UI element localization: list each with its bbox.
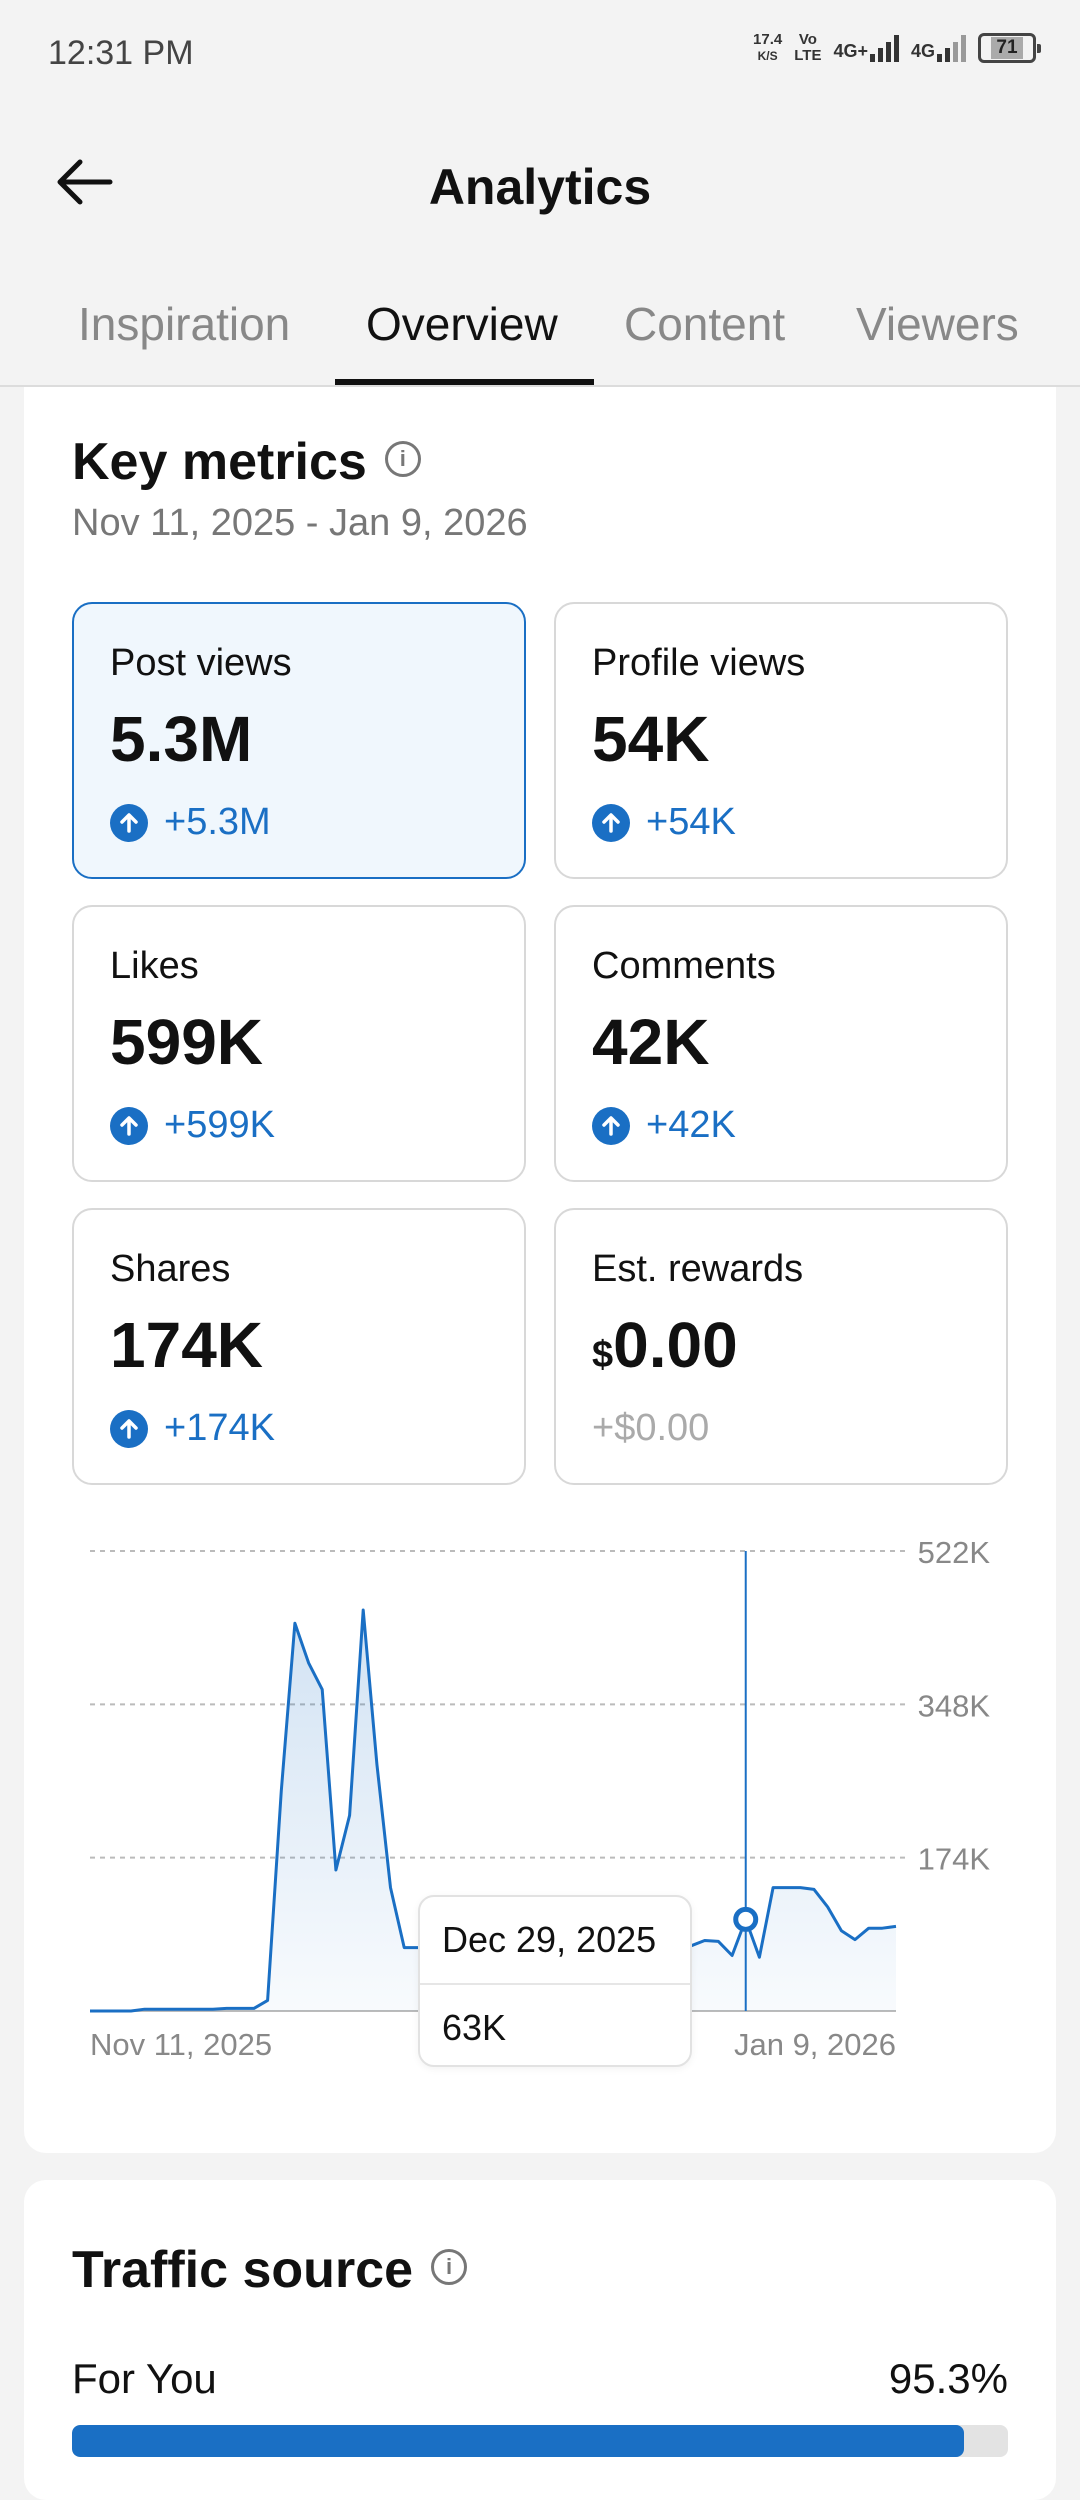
key-metrics-heading: Key metrics i	[72, 432, 421, 492]
volte-indicator: Vo LTE	[794, 31, 822, 64]
traffic-source-card: Traffic source i For You 95.3%	[24, 2180, 1056, 2500]
metric-delta: +174K	[110, 1407, 275, 1450]
metric-delta: +42K	[592, 1104, 736, 1147]
metric-likes[interactable]: Likes 599K +599K	[72, 905, 526, 1182]
tooltip-date: Dec 29, 2025	[442, 1919, 657, 1960]
highlight-point[interactable]	[733, 1906, 759, 1932]
status-icons: 17.4 K/S Vo LTE 4G+ 4G 71	[753, 31, 1041, 64]
arrow-up-icon	[110, 1409, 148, 1448]
y-tick-label: 174K	[918, 1842, 991, 1877]
metric-post-views[interactable]: Post views 5.3M +5.3M	[72, 602, 526, 879]
tab-bar: Inspiration Overview Content Viewers	[0, 265, 1080, 387]
page-title: Analytics	[428, 159, 652, 215]
metric-est-rewards[interactable]: Est. rewards $0.00 +$0.00	[554, 1208, 1008, 1485]
tab-viewers[interactable]: Viewers	[856, 298, 1019, 350]
metric-comments[interactable]: Comments 42K +42K	[554, 905, 1008, 1182]
info-icon[interactable]: i	[384, 441, 421, 478]
traffic-row-for-you: For You 95.3%	[72, 2355, 1008, 2403]
metric-delta: +599K	[110, 1104, 275, 1147]
area-fill	[90, 1610, 896, 2011]
traffic-source-percent: 95.3%	[888, 2355, 1008, 2402]
key-metrics-card: Key metrics i Nov 11, 2025 - Jan 9, 2026 …	[24, 387, 1056, 2153]
metric-shares[interactable]: Shares 174K +174K	[72, 1208, 526, 1485]
tooltip-value: 63K	[442, 2007, 507, 2048]
traffic-source-bar	[72, 2425, 1008, 2457]
x-tick-label-start: Nov 11, 2025	[90, 2027, 272, 2062]
chart-tooltip: Dec 29, 2025 63K	[418, 1895, 692, 2067]
battery-icon: 71	[978, 33, 1041, 63]
metric-profile-views[interactable]: Profile views 54K +54K	[554, 602, 1008, 879]
y-tick-label: 522K	[918, 1535, 991, 1570]
network-speed: 17.4 K/S	[753, 31, 783, 64]
arrow-up-icon	[110, 1106, 148, 1145]
arrow-up-icon	[592, 1106, 630, 1145]
x-tick-label-end: Jan 9, 2026	[734, 2027, 896, 2062]
tab-overview[interactable]: Overview	[366, 298, 558, 350]
status-bar: 12:31 PM 17.4 K/S Vo LTE 4G+ 4G 71	[0, 0, 1080, 110]
info-icon[interactable]: i	[431, 2249, 468, 2286]
arrow-up-icon	[110, 803, 148, 842]
traffic-source-label: For You	[72, 2355, 217, 2402]
traffic-source-bar-fill	[72, 2425, 964, 2457]
sim2-signal-icon: 4G	[911, 34, 966, 62]
traffic-source-heading: Traffic source i	[72, 2240, 468, 2300]
metric-delta: +5.3M	[110, 801, 271, 844]
arrow-up-icon	[592, 803, 630, 842]
arrow-left-icon[interactable]	[52, 150, 116, 214]
app-bar: Analytics	[0, 110, 1080, 265]
y-tick-label: 348K	[918, 1688, 991, 1723]
active-tab-indicator	[335, 379, 594, 385]
sim1-signal-icon: 4G+	[833, 34, 899, 62]
tab-content[interactable]: Content	[624, 298, 786, 350]
status-time: 12:31 PM	[48, 34, 194, 72]
date-range: Nov 11, 2025 - Jan 9, 2026	[72, 502, 528, 544]
tooltip-divider	[420, 1983, 690, 1985]
metric-delta: +54K	[592, 801, 736, 844]
tab-inspiration[interactable]: Inspiration	[78, 298, 291, 350]
metric-delta: +$0.00	[592, 1407, 710, 1449]
